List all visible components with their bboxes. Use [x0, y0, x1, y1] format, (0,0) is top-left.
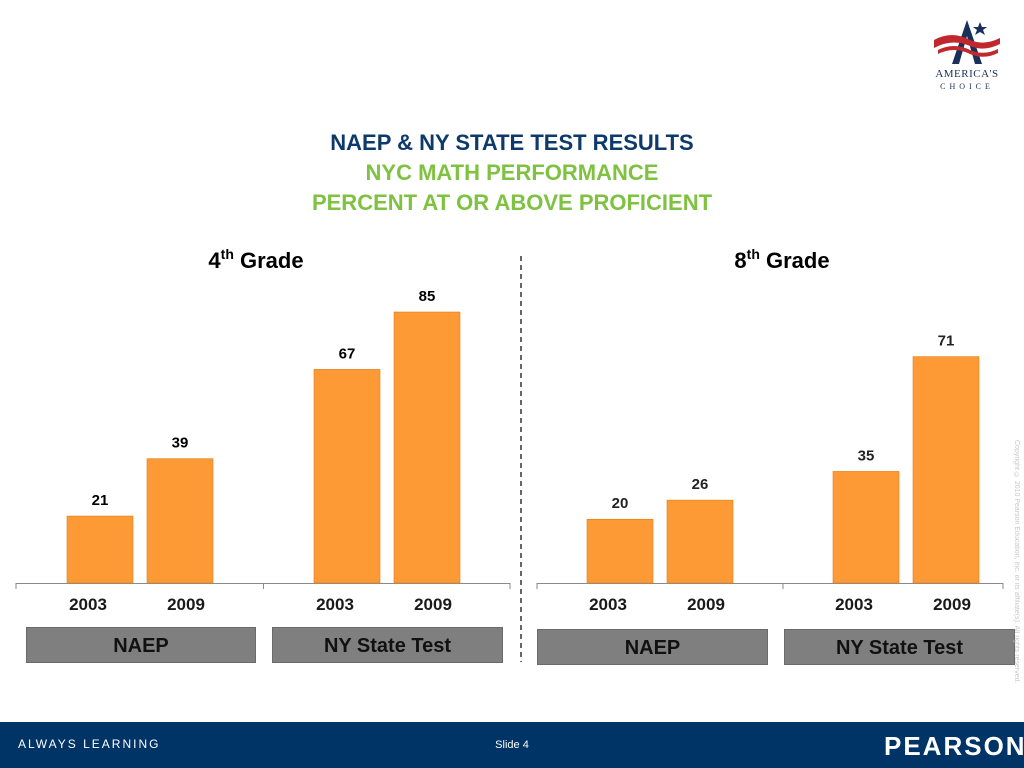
data-label-1-0-1: 26: [692, 476, 709, 493]
tick-label-1-1-1: 2009: [933, 595, 971, 614]
tick-label-1-0-0: 2003: [589, 595, 627, 614]
tick-label-0-0-1: 2009: [167, 595, 205, 614]
tick-label-0-1-1: 2009: [414, 595, 452, 614]
data-label-1-0-0: 20: [612, 495, 629, 512]
slide-title: NAEP & NY STATE TEST RESULTS: [330, 130, 694, 155]
category-label-4th-naep: NAEP: [26, 627, 256, 663]
tick-label-0-1-0: 2003: [316, 595, 354, 614]
footer-tagline: ALWAYS LEARNING: [18, 737, 161, 751]
logo-name: AMERICA'S: [935, 68, 999, 80]
charts-canvas: 4th Grade 21 2003 39 2009 67 2003 85 2009 8th Gra…: [15, 246, 1004, 662]
slide-number: Slide 4: [495, 739, 529, 751]
bar-1-0-0: [586, 518, 654, 584]
bar-0-1-1: [393, 311, 461, 584]
bar-1-1-0: [832, 471, 900, 584]
tick-label-1-1-0: 2003: [835, 595, 873, 614]
data-label-0-0-0: 21: [92, 492, 109, 509]
bar-0-1-0: [313, 369, 381, 584]
bar-1-1-1: [912, 356, 980, 584]
data-label-0-1-0: 67: [339, 345, 356, 362]
bar-1-0-1: [666, 499, 734, 584]
logo-sub: CHOICE: [940, 82, 994, 91]
category-label-8th-nystate: NY State Test: [784, 629, 1015, 665]
data-label-1-1-1: 71: [938, 333, 955, 350]
copyright-notice: Copyright © 2010 Pearson Education, Inc.…: [1013, 440, 1020, 684]
logo-a-icon: [934, 20, 1000, 64]
data-label-0-1-1: 85: [419, 288, 436, 305]
bar-0-0-1: [146, 458, 214, 584]
chart-title-0: 4th Grade: [208, 246, 303, 273]
tick-label-0-0-0: 2003: [69, 595, 107, 614]
category-label-4th-nystate: NY State Test: [272, 627, 503, 663]
data-label-0-0-1: 39: [172, 435, 189, 452]
slide-title-block: NAEP & NY STATE TEST RESULTS NYC MATH PE…: [0, 128, 1024, 218]
chart-title-1: 8th Grade: [734, 246, 829, 273]
tick-label-1-0-1: 2009: [687, 595, 725, 614]
category-label-8th-naep: NAEP: [537, 629, 768, 665]
slide-subtitle-2: PERCENT AT OR ABOVE PROFICIENT: [311, 190, 713, 215]
data-label-1-1-0: 35: [858, 447, 875, 464]
footer-bar: ALWAYS LEARNING Slide 4 PEARSON: [0, 722, 1024, 768]
bar-0-0-0: [66, 515, 134, 584]
slide-subtitle: NYC MATH PERFORMANCE: [365, 160, 659, 185]
pearson-logo: PEARSON: [884, 731, 1024, 761]
americas-choice-logo: AMERICA'S CHOICE: [922, 18, 1012, 98]
